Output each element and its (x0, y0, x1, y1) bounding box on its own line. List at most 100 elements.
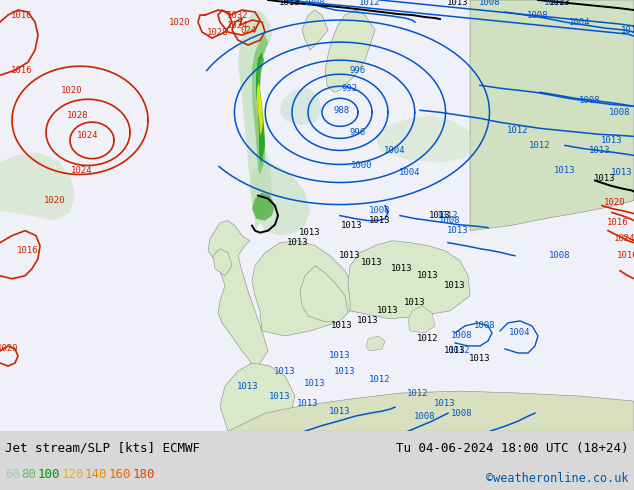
Text: 1016: 1016 (11, 11, 33, 20)
Text: 1013: 1013 (297, 399, 319, 408)
Text: 1016: 1016 (11, 66, 33, 74)
Text: 140: 140 (85, 467, 108, 481)
Text: 1012: 1012 (407, 389, 429, 397)
Polygon shape (325, 10, 375, 92)
Text: 1013: 1013 (429, 211, 451, 220)
Polygon shape (256, 52, 265, 166)
Text: 1016: 1016 (17, 246, 39, 255)
Polygon shape (375, 115, 475, 163)
Text: 1008: 1008 (414, 412, 436, 420)
Text: 1013: 1013 (304, 379, 326, 388)
Polygon shape (208, 220, 268, 371)
Text: 1024: 1024 (227, 21, 249, 29)
Text: 1008: 1008 (609, 108, 631, 117)
Text: 1013: 1013 (269, 392, 291, 401)
Text: 1012: 1012 (359, 0, 381, 6)
Text: 1013: 1013 (361, 258, 383, 267)
Text: 120: 120 (61, 467, 84, 481)
Text: 1020: 1020 (604, 198, 626, 207)
Text: 60: 60 (5, 467, 20, 481)
Polygon shape (408, 306, 435, 333)
Text: 1013: 1013 (334, 367, 356, 375)
Polygon shape (220, 363, 295, 431)
Text: 1013: 1013 (287, 238, 309, 247)
Polygon shape (348, 241, 470, 319)
Text: 1012: 1012 (369, 374, 391, 384)
Text: 1013: 1013 (329, 351, 351, 361)
Polygon shape (300, 266, 348, 323)
Text: 1013: 1013 (357, 317, 378, 325)
Text: 1004: 1004 (399, 168, 421, 177)
Text: 1013: 1013 (279, 0, 301, 6)
Text: 1032: 1032 (227, 11, 249, 20)
Text: 100: 100 (38, 467, 60, 481)
Text: 1008: 1008 (479, 0, 501, 6)
Polygon shape (470, 0, 634, 231)
Text: 1028: 1028 (207, 27, 229, 37)
Text: 1012: 1012 (529, 141, 551, 150)
Text: 1008: 1008 (451, 409, 473, 417)
Text: 1013: 1013 (434, 399, 456, 408)
Text: 1028: 1028 (67, 111, 89, 120)
Text: 1013: 1013 (589, 146, 611, 155)
Text: 1013: 1013 (339, 251, 361, 260)
Text: 1013: 1013 (331, 321, 353, 330)
Text: 1013: 1013 (554, 166, 576, 175)
Text: 996: 996 (350, 128, 366, 137)
Text: ©weatheronline.co.uk: ©weatheronline.co.uk (486, 471, 629, 485)
Polygon shape (252, 35, 268, 175)
Text: 1004: 1004 (384, 146, 406, 155)
Text: 1008: 1008 (549, 251, 571, 260)
Text: 1024: 1024 (614, 234, 634, 243)
Text: 1008: 1008 (474, 321, 496, 330)
Text: 1012: 1012 (437, 211, 459, 220)
Text: Jet stream/SLP [kts] ECMWF: Jet stream/SLP [kts] ECMWF (5, 441, 200, 455)
Text: 1013: 1013 (404, 298, 426, 307)
Text: 024: 024 (240, 25, 256, 35)
Text: 1013: 1013 (391, 264, 413, 273)
Text: 1020: 1020 (61, 86, 83, 95)
Text: 1012: 1012 (450, 346, 471, 355)
Polygon shape (302, 10, 328, 50)
Text: 1004: 1004 (569, 18, 591, 26)
Text: 1020: 1020 (0, 344, 19, 353)
Polygon shape (252, 193, 275, 221)
Text: 1013: 1013 (447, 226, 469, 235)
Polygon shape (280, 88, 322, 125)
Polygon shape (250, 163, 310, 236)
Text: 180: 180 (133, 467, 155, 481)
Text: 1013: 1013 (341, 221, 363, 230)
Text: 1020: 1020 (169, 18, 191, 26)
Text: 1008: 1008 (369, 206, 391, 215)
Text: 1013: 1013 (237, 382, 259, 391)
Text: 1012: 1012 (507, 126, 529, 135)
Text: 1000: 1000 (351, 161, 373, 170)
Text: 1012: 1012 (417, 335, 439, 343)
Text: 1024: 1024 (71, 166, 93, 175)
Text: 1016: 1016 (618, 251, 634, 260)
Text: 1008: 1008 (451, 331, 473, 341)
Polygon shape (213, 249, 232, 276)
Text: 1013: 1013 (469, 354, 491, 364)
Text: 1013: 1013 (594, 174, 616, 183)
Polygon shape (0, 152, 75, 220)
Text: 1013: 1013 (444, 346, 466, 355)
Text: 1024: 1024 (77, 131, 99, 140)
Text: 1013: 1013 (377, 306, 399, 316)
Text: 1013: 1013 (417, 271, 439, 280)
Text: 1013: 1013 (611, 168, 633, 177)
Polygon shape (366, 336, 385, 351)
Polygon shape (252, 241, 355, 336)
Text: 1008: 1008 (527, 11, 549, 20)
Text: 1008: 1008 (304, 0, 326, 6)
Text: 992: 992 (342, 84, 358, 93)
Text: 1013: 1013 (299, 228, 321, 237)
Text: 1008: 1008 (439, 216, 461, 225)
Text: 80: 80 (22, 467, 36, 481)
Text: 1012: 1012 (621, 25, 634, 35)
Text: 1004: 1004 (509, 328, 531, 338)
Text: 1013: 1013 (601, 136, 623, 145)
Text: 1016: 1016 (607, 218, 629, 227)
Text: 1013: 1013 (549, 0, 571, 6)
Text: 1008: 1008 (579, 96, 601, 105)
